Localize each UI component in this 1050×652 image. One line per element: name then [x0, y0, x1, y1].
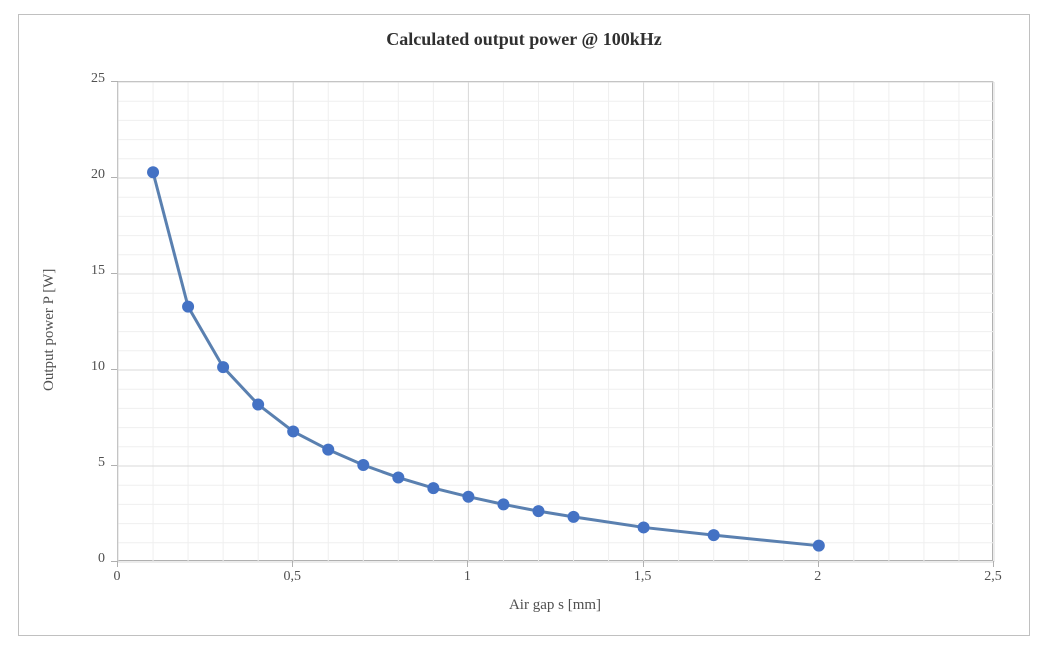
y-tick-label: 20: [65, 167, 105, 183]
plot-area: [117, 81, 993, 561]
x-tick-label: 0: [97, 569, 137, 585]
data-point: [638, 521, 650, 533]
y-axis-label: Output power P [W]: [41, 269, 58, 391]
y-tick-label: 0: [65, 551, 105, 567]
x-tick-label: 2,5: [973, 569, 1013, 585]
y-tick: [111, 177, 117, 178]
data-point: [147, 166, 159, 178]
x-tick: [117, 561, 118, 567]
y-tick-label: 10: [65, 359, 105, 375]
x-tick-label: 1,5: [623, 569, 663, 585]
data-point: [252, 399, 264, 411]
y-tick: [111, 465, 117, 466]
data-point: [182, 301, 194, 313]
y-tick-label: 15: [65, 263, 105, 279]
x-tick: [993, 561, 994, 567]
data-point: [357, 459, 369, 471]
data-point: [568, 511, 580, 523]
chart-title: Calculated output power @ 100kHz: [19, 29, 1029, 50]
x-tick-label: 1: [447, 569, 487, 585]
data-point: [813, 540, 825, 552]
data-point: [532, 505, 544, 517]
data-point: [322, 444, 334, 456]
y-tick-label: 25: [65, 71, 105, 87]
series-line: [153, 172, 819, 545]
y-tick: [111, 561, 117, 562]
y-tick: [111, 273, 117, 274]
x-tick-label: 2: [798, 569, 838, 585]
data-point: [708, 529, 720, 541]
x-axis-label: Air gap s [mm]: [117, 597, 993, 614]
x-tick-label: 0,5: [272, 569, 312, 585]
data-point: [217, 361, 229, 373]
x-tick: [467, 561, 468, 567]
data-point: [462, 491, 474, 503]
y-tick: [111, 369, 117, 370]
x-tick: [292, 561, 293, 567]
x-tick: [818, 561, 819, 567]
y-tick-label: 5: [65, 455, 105, 471]
data-point: [392, 472, 404, 484]
data-point: [287, 425, 299, 437]
chart-frame: Calculated output power @ 100kHz Output …: [18, 14, 1030, 636]
data-point: [497, 498, 509, 510]
y-tick: [111, 81, 117, 82]
data-point: [427, 482, 439, 494]
x-tick: [643, 561, 644, 567]
